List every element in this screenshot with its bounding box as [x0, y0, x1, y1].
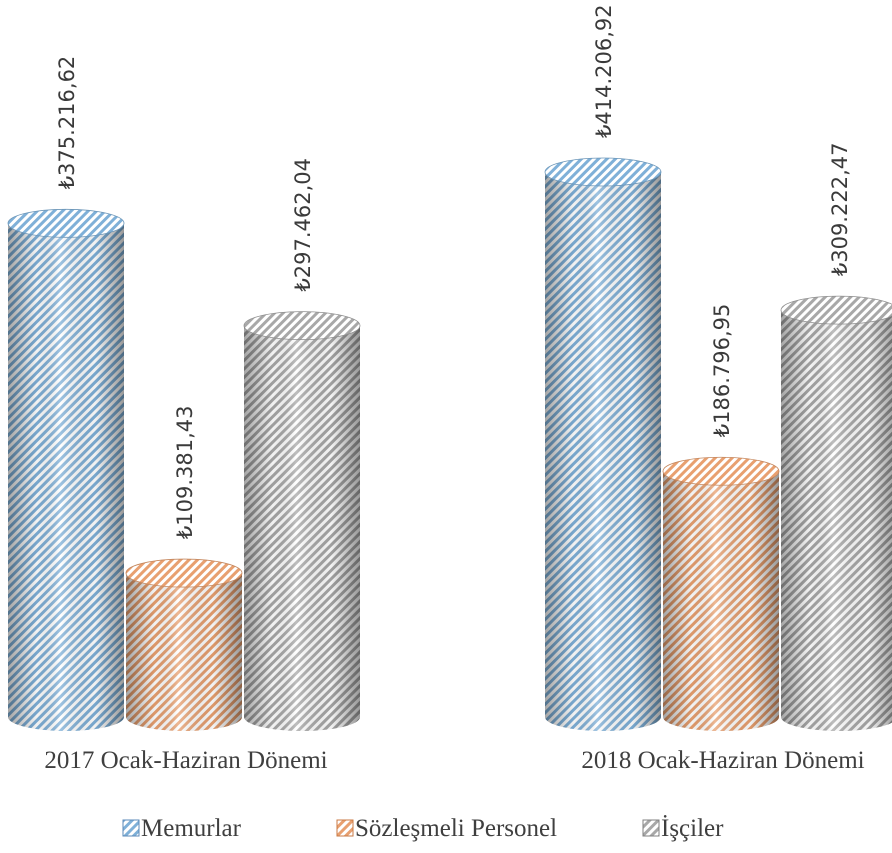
- bar-sozlesmeli-personel-2018: [662, 456, 780, 731]
- legend-item-memurlar: Memurlar: [122, 815, 242, 842]
- legend-swatch-sozlesmeli-personel: [336, 819, 354, 837]
- value-label-isciler-2017: ₺297.462,04: [291, 158, 315, 292]
- legend-label-memurlar: Memurlar: [141, 815, 242, 842]
- legend-item-isciler: İşçiler: [642, 815, 724, 842]
- value-labels-layer: ₺375.216,62 ₺109.381,43 ₺297.462,04 ₺414.20…: [55, 4, 852, 539]
- legend-label-isciler: İşçiler: [661, 815, 724, 842]
- bar-sozlesmeli-personel-2017: [125, 558, 243, 731]
- bar-top: [7, 208, 125, 238]
- value-label-memurlar-2018: ₺414.206,92: [592, 4, 616, 138]
- bar-shading: [126, 573, 242, 731]
- value-label-sozlesmeli-personel-2017: ₺109.381,43: [173, 405, 197, 539]
- bar-shading: [663, 471, 779, 731]
- value-label-isciler-2018: ₺309.222,47: [828, 143, 852, 277]
- bar-top: [544, 157, 662, 187]
- bars-layer: [7, 157, 892, 731]
- legend-item-sozlesmeli-personel: Sözleşmeli Personel: [336, 815, 557, 842]
- legend-label-sozlesmeli-personel: Sözleşmeli Personel: [355, 815, 557, 842]
- bar-memurlar-2017: [7, 208, 125, 731]
- value-label-memurlar-2017: ₺375.216,62: [55, 56, 79, 190]
- bar-isciler-2017: [243, 311, 361, 731]
- bar-shading: [781, 310, 892, 731]
- bar-top: [662, 456, 780, 486]
- category-labels-layer: 2017 Ocak-Haziran Dönemi 2018 Ocak-Hazir…: [44, 747, 864, 774]
- bar-memurlar-2018: [544, 157, 662, 731]
- legend-swatch-memurlar: [122, 819, 140, 837]
- bar-shading: [545, 172, 661, 731]
- bar-top: [125, 558, 243, 588]
- bar-shading: [8, 223, 124, 731]
- legend: Memurlar Sözleşmeli Personel İşçiler: [122, 815, 724, 842]
- bar-top: [243, 311, 361, 341]
- value-label-sozlesmeli-personel-2018: ₺186.796,95: [710, 304, 734, 438]
- bar-top: [780, 295, 892, 325]
- bar-shading: [244, 325, 360, 731]
- legend-swatch-isciler: [642, 819, 660, 837]
- bar-isciler-2018: [780, 295, 892, 731]
- category-label-2018: 2018 Ocak-Haziran Dönemi: [581, 747, 864, 774]
- category-label-2017: 2017 Ocak-Haziran Dönemi: [44, 747, 327, 774]
